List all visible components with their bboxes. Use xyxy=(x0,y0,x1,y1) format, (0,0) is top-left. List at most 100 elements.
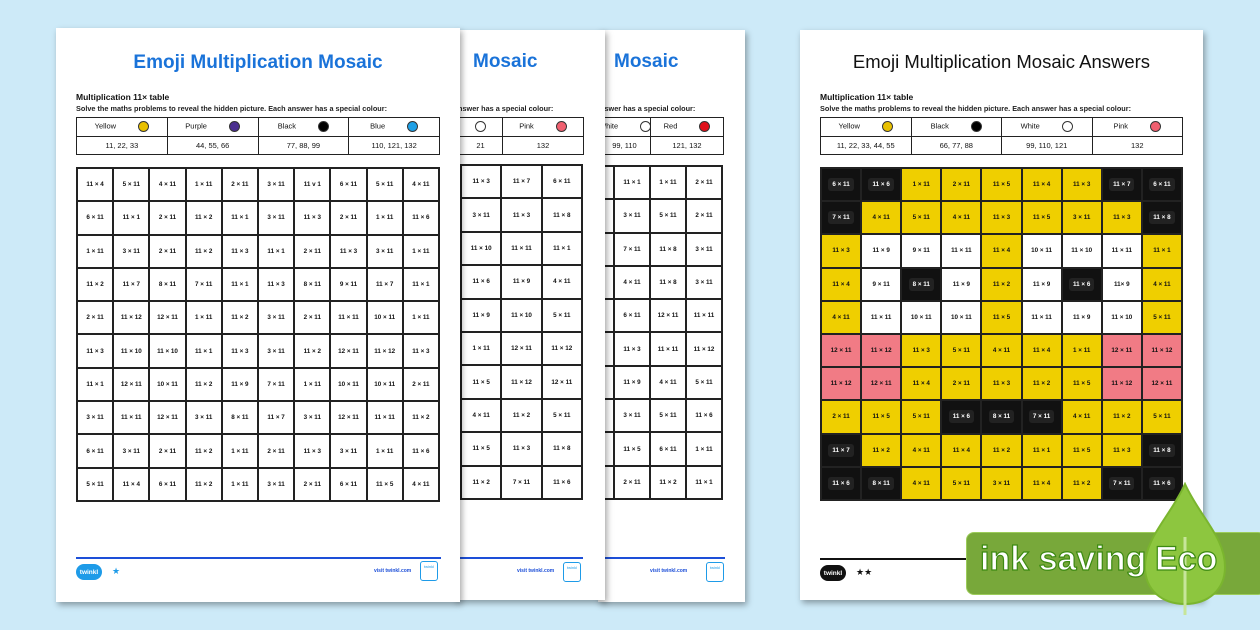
grid-cell: 11 × 4 xyxy=(981,234,1022,268)
visit-link[interactable]: visit twinkl.com xyxy=(650,568,688,574)
cell-question: 11 × 11 xyxy=(693,312,715,320)
cell-question: 3 × 11 xyxy=(623,412,641,420)
cell-question: 11 × 12 xyxy=(1111,380,1133,388)
colour-swatch-icon xyxy=(970,121,982,133)
grid-cell: 11 × 3 xyxy=(901,334,942,368)
grid-cell: 12 × 11 xyxy=(501,332,542,366)
cell-question: 11× 9 xyxy=(1114,280,1130,288)
cell-question: 9 × 11 xyxy=(872,280,890,288)
visit-link[interactable]: visit twinkl.com xyxy=(517,568,555,574)
grid-cell: 10 × 11 xyxy=(901,300,942,334)
grid-cell: 11 × 4 xyxy=(901,367,942,401)
key-colour-label: Purple xyxy=(185,121,207,131)
cell-question: 11 × 1 xyxy=(195,347,213,355)
cell-question: 2 × 11 xyxy=(695,212,713,220)
grid-cell: 1 × 11 xyxy=(1061,334,1102,368)
cell-question: 11 × 4 xyxy=(122,480,140,488)
grid-cell: 11 × 4 xyxy=(821,267,862,301)
grid-cell: 4 × 11 xyxy=(981,334,1022,368)
grid-cell: 3 × 11 xyxy=(258,301,295,335)
grid-cell: 11 × 11 xyxy=(113,401,150,435)
cell-question: 11 × 3 xyxy=(512,211,531,219)
grid-cell: 3 × 11 xyxy=(686,265,722,300)
cell-question: 11 × 10 xyxy=(120,347,142,355)
cell-question: 11 × 2 xyxy=(992,280,1011,288)
cell-question: 3 × 11 xyxy=(472,211,490,219)
cell-question: 11 × 3 xyxy=(992,214,1011,222)
grid-cell: 5 × 11 xyxy=(541,398,582,433)
grid-cell: 4 × 11 xyxy=(821,300,862,334)
grid-cell: 12 × 11 xyxy=(1141,367,1182,401)
cell-question: 2 × 11 xyxy=(303,247,321,255)
cell-question: 10 × 11 xyxy=(374,314,396,322)
cell-question: 6 × 11 xyxy=(623,312,641,320)
grid-cell: 11 × 3 xyxy=(294,201,331,235)
grid-cell: 5 × 11 xyxy=(901,400,942,434)
sheet-title: Mosaic xyxy=(473,51,538,72)
footer-line xyxy=(76,557,441,559)
cell-question: 4 × 11 xyxy=(1153,280,1171,288)
grid-cell: 3 × 11 xyxy=(981,466,1022,500)
grid-cell: 10 × 11 xyxy=(149,367,186,402)
grid-cell: 4 × 11 xyxy=(1061,400,1102,434)
cell-question: 11 × 9 xyxy=(952,280,971,288)
cell-question: 7 × 11 xyxy=(623,245,641,253)
key-colour-cell: Red xyxy=(650,117,724,137)
cell-question: 12 × 11 xyxy=(870,380,892,388)
key-colour-label: White xyxy=(1020,121,1040,131)
cell-question: 1 × 11 xyxy=(195,314,213,322)
grid-cell: 12 × 11 xyxy=(149,301,186,335)
cell-question: 5 × 11 xyxy=(122,181,140,189)
colour-swatch-icon xyxy=(1061,121,1073,133)
cell-question: 11 × 3 xyxy=(303,447,321,455)
difficulty-stars: ★★ xyxy=(856,567,873,577)
grid-cell: 11 × 3 xyxy=(330,234,367,268)
cell-question: 11 × 10 xyxy=(1111,313,1133,321)
grid-cell: 8 × 11 xyxy=(981,400,1022,434)
grid-cell: 11 × 3 xyxy=(501,198,542,232)
grid-cell: 2 × 11 xyxy=(294,467,331,501)
cell-question: 3 × 11 xyxy=(122,447,140,455)
instructions: Solve the maths problems to reveal the h… xyxy=(820,104,1132,113)
cell-question: 2 × 11 xyxy=(267,447,285,455)
visit-link[interactable]: visit twinkl.com xyxy=(374,568,412,574)
grid-cell: 6 × 11 xyxy=(1141,168,1182,202)
instructions: Solve the maths problems to reveal the h… xyxy=(76,104,388,113)
cell-question: 11 × 3 xyxy=(832,247,850,255)
cell-question: 2 × 11 xyxy=(339,214,358,222)
grid-cell: 11 × 6 xyxy=(821,466,862,500)
grid-cell: 11 × 2 xyxy=(1101,400,1142,434)
cell-question: 11 × 6 xyxy=(1149,476,1175,490)
grid-cell: 12 × 11 xyxy=(149,401,186,435)
grid-cell: 11 × 3 xyxy=(461,165,502,199)
cell-question: 12 × 11 xyxy=(551,378,573,386)
sheet-title: Emoji Multiplication Mosaic xyxy=(133,52,383,73)
grid-cell: 2 × 11 xyxy=(821,400,862,434)
twinkl-badge-icon: twinkl xyxy=(420,561,438,581)
cell-question: 6 × 11 xyxy=(339,480,358,488)
cell-question: 11 × 3 xyxy=(1073,181,1091,189)
grid-cell: 11 × 4 xyxy=(77,168,114,202)
grid-cell: 11 × 2 xyxy=(981,433,1022,467)
key-colour-cell: White xyxy=(1001,117,1093,137)
cell-question: 10 × 11 xyxy=(950,313,972,321)
cell-question: 11 × 1 xyxy=(122,214,140,222)
grid-cell: 11 × 3 xyxy=(1101,433,1142,467)
cell-question: 11 × 9 xyxy=(472,311,490,319)
cell-question: 3 × 11 xyxy=(267,480,285,488)
cell-question: 11 × 5 xyxy=(376,480,394,488)
grid-cell: 3 × 11 xyxy=(614,399,650,433)
grid-cell: 11 × 5 xyxy=(1021,201,1062,235)
cell-question: 11 × 11 xyxy=(1111,247,1133,255)
cell-question: 11 × 4 xyxy=(952,446,971,454)
grid-cell: 3 × 11 xyxy=(1061,201,1102,235)
grid-cell: 11 × 9 xyxy=(941,267,982,301)
cell-question: 11 × 1 xyxy=(412,281,430,289)
cell-question: 6 × 11 xyxy=(86,447,104,455)
cell-question: 1 × 11 xyxy=(412,247,430,255)
cell-question: 11 × 4 xyxy=(1032,479,1051,487)
cell-question: 5 × 11 xyxy=(1153,313,1171,321)
question-grid: 11 × 3 11 × 7 6 × 11 3 × 11 11 × 3 11 × 8 11 ×… xyxy=(460,164,583,500)
grid-cell: 11 × 6 xyxy=(402,434,439,468)
grid-cell: 11 × 1 xyxy=(614,166,650,200)
